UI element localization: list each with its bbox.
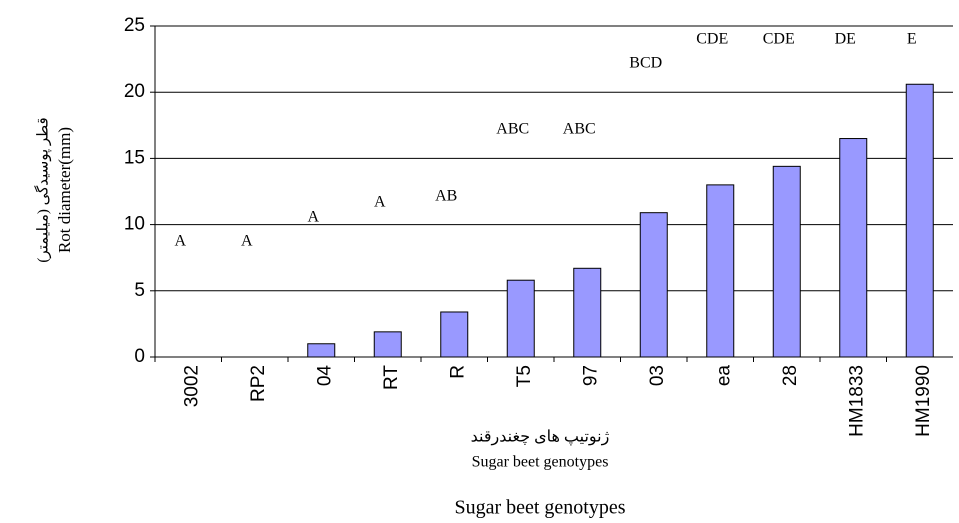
y-axis-label-fa: قطر پوسیدگی (میلیمتر) [33, 117, 51, 262]
y-tick-label: 0 [134, 346, 145, 367]
bar [307, 343, 336, 358]
x-tick-label: 28 [780, 365, 801, 386]
x-tick-label: ea [713, 365, 734, 387]
annotation: ABC [563, 121, 596, 138]
x-tick-label: HM1990 [913, 365, 934, 437]
annotation: A [307, 209, 319, 226]
x-tick-label: 03 [647, 365, 668, 386]
x-tick-label: 04 [314, 365, 335, 387]
y-tick-label: 20 [124, 81, 145, 102]
x-tick-label: RP2 [248, 365, 269, 402]
y-tick-label: 10 [124, 214, 145, 235]
annotation: DE [835, 31, 856, 48]
annotation: A [241, 233, 253, 250]
x-axis-label-fa: ژنوتیپ های چغندرقند [471, 429, 610, 446]
bar [772, 165, 801, 358]
bar [839, 138, 868, 358]
x-tick-label: T5 [514, 365, 535, 387]
annotation: E [907, 31, 917, 48]
x-tick-label: R [447, 365, 468, 379]
annotation: AB [435, 188, 457, 205]
bar [639, 212, 668, 358]
y-tick-label: 15 [124, 147, 145, 168]
x-tick-label: HM1833 [846, 365, 867, 437]
bar [573, 267, 602, 358]
bar [706, 184, 735, 358]
annotation: ABC [496, 121, 529, 138]
annotation: CDE [696, 31, 728, 48]
y-tick-label: 5 [134, 280, 145, 301]
y-tick-label: 25 [124, 15, 145, 36]
y-axis-label: Rot diameter(mm) [55, 127, 74, 253]
bar [506, 279, 535, 358]
x-axis-title: Sugar beet genotypes [454, 497, 625, 519]
annotation: CDE [763, 31, 795, 48]
x-tick-label: 3002 [181, 365, 202, 407]
annotation: A [174, 233, 186, 250]
bar [373, 331, 402, 358]
bar [440, 311, 469, 358]
annotation: BCD [629, 55, 662, 72]
x-axis-label: Sugar beet genotypes [472, 454, 609, 471]
bar [905, 83, 934, 358]
x-tick-label: RT [381, 365, 402, 390]
annotation: A [374, 194, 386, 211]
x-tick-label: 97 [580, 365, 601, 386]
